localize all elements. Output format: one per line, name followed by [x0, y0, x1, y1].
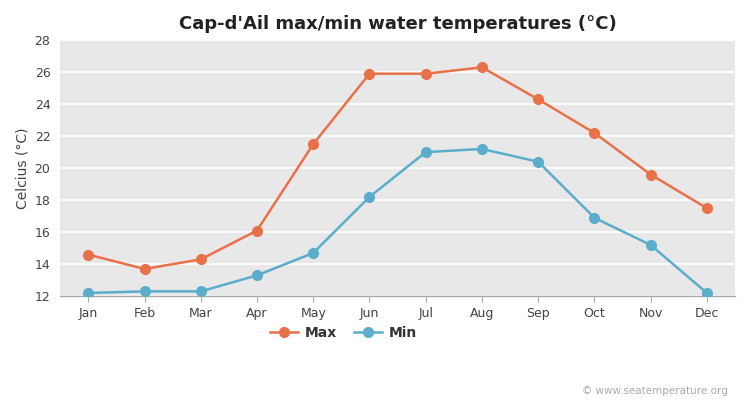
- Min: [422, 150, 430, 154]
- Min: [196, 289, 206, 294]
- Legend: Max, Min: Max, Min: [265, 320, 422, 346]
- Max: [534, 97, 543, 102]
- Line: Min: Min: [83, 144, 712, 298]
- Min: [140, 289, 149, 294]
- Min: [253, 273, 262, 278]
- Max: [646, 172, 656, 177]
- Max: [309, 142, 318, 146]
- Line: Max: Max: [83, 62, 712, 274]
- Max: [478, 65, 487, 70]
- Min: [309, 250, 318, 255]
- Max: [703, 206, 712, 210]
- Max: [140, 266, 149, 271]
- Min: [703, 290, 712, 295]
- Max: [365, 71, 374, 76]
- Title: Cap-d'Ail max/min water temperatures (°C): Cap-d'Ail max/min water temperatures (°C…: [178, 15, 616, 33]
- Min: [84, 290, 93, 295]
- Min: [365, 194, 374, 199]
- Max: [422, 71, 430, 76]
- Max: [196, 257, 206, 262]
- Min: [478, 146, 487, 151]
- Min: [646, 242, 656, 247]
- Max: [590, 130, 599, 135]
- Min: [590, 215, 599, 220]
- Max: [253, 228, 262, 233]
- Min: [534, 159, 543, 164]
- Max: [84, 252, 93, 257]
- Text: © www.seatemperature.org: © www.seatemperature.org: [582, 386, 728, 396]
- Y-axis label: Celcius (°C): Celcius (°C): [15, 127, 29, 209]
